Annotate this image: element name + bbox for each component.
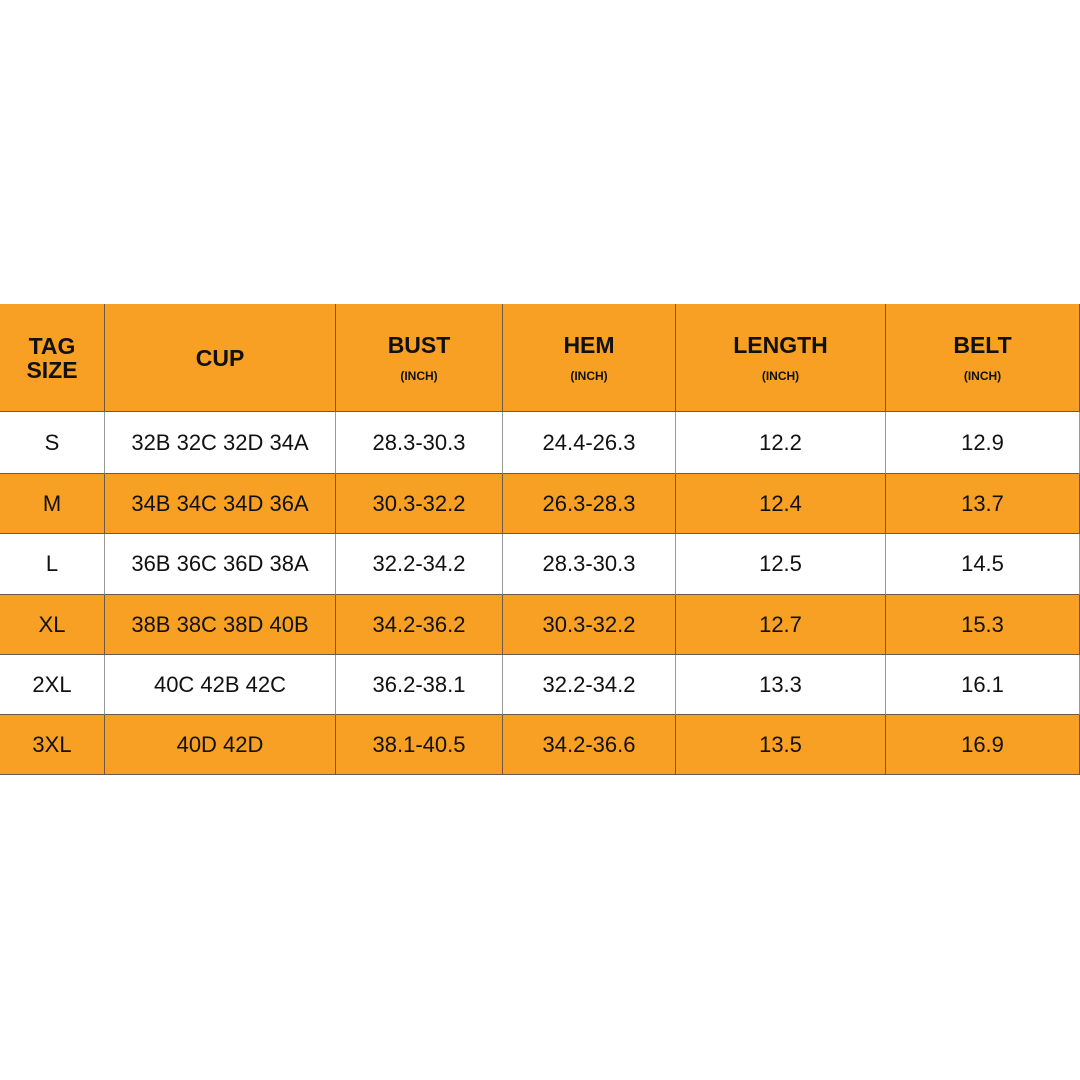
table-cell: 12.9 bbox=[886, 412, 1080, 474]
header-cell: BELT (INCH) bbox=[886, 304, 1080, 412]
column-title: LENGTH bbox=[733, 331, 828, 358]
table-cell: 3XL bbox=[0, 715, 105, 775]
header-cell: HEM (INCH) bbox=[503, 304, 676, 412]
table-cell: 30.3-32.2 bbox=[503, 595, 676, 655]
table-cell: 32.2-34.2 bbox=[503, 655, 676, 715]
table-cell: S bbox=[0, 412, 105, 474]
table-cell: 12.4 bbox=[676, 474, 886, 534]
table-cell: 14.5 bbox=[886, 534, 1080, 595]
table-cell: 13.3 bbox=[676, 655, 886, 715]
column-title: HEM bbox=[563, 331, 615, 358]
column-title: BELT bbox=[953, 331, 1012, 358]
table-cell: 28.3-30.3 bbox=[336, 412, 503, 474]
column-unit: (INCH) bbox=[761, 368, 800, 383]
header-cell: BUST (INCH) bbox=[336, 304, 503, 412]
table-cell: 13.5 bbox=[676, 715, 886, 775]
table-cell: 12.7 bbox=[676, 595, 886, 655]
table-cell: 34.2-36.2 bbox=[336, 595, 503, 655]
table-cell: 24.4-26.3 bbox=[503, 412, 676, 474]
column-title: CUP bbox=[195, 344, 245, 371]
header-cell: CUP bbox=[105, 304, 336, 412]
size-table: TAG SIZE CUP BUST (INCH) HEM (INCH) LENGTH (INC… bbox=[0, 304, 1080, 775]
table-cell: 38.1-40.5 bbox=[336, 715, 503, 775]
table-cell: 12.2 bbox=[676, 412, 886, 474]
table-cell: 32.2-34.2 bbox=[336, 534, 503, 595]
table-cell: 38B 38C 38D 40B bbox=[105, 595, 336, 655]
table-cell: 13.7 bbox=[886, 474, 1080, 534]
table-cell: 40D 42D bbox=[105, 715, 336, 775]
header-cell: TAG SIZE bbox=[0, 304, 105, 412]
table-cell: 28.3-30.3 bbox=[503, 534, 676, 595]
table-cell: 2XL bbox=[0, 655, 105, 715]
table-cell: 26.3-28.3 bbox=[503, 474, 676, 534]
table-cell: 34B 34C 34D 36A bbox=[105, 474, 336, 534]
table-cell: 30.3-32.2 bbox=[336, 474, 503, 534]
table-cell: 34.2-36.6 bbox=[503, 715, 676, 775]
table-cell: XL bbox=[0, 595, 105, 655]
table-cell: 15.3 bbox=[886, 595, 1080, 655]
table-cell: 32B 32C 32D 34A bbox=[105, 412, 336, 474]
header-cell: LENGTH (INCH) bbox=[676, 304, 886, 412]
table-cell: 16.9 bbox=[886, 715, 1080, 775]
table-cell: 36.2-38.1 bbox=[336, 655, 503, 715]
column-title: BUST bbox=[387, 331, 451, 358]
column-unit: (INCH) bbox=[400, 368, 438, 383]
column-unit: (INCH) bbox=[570, 368, 608, 383]
table-cell: L bbox=[0, 534, 105, 595]
table-cell: M bbox=[0, 474, 105, 534]
table-cell: 12.5 bbox=[676, 534, 886, 595]
table-cell: 16.1 bbox=[886, 655, 1080, 715]
table-cell: 40C 42B 42C bbox=[105, 655, 336, 715]
column-unit: (INCH) bbox=[963, 368, 1002, 383]
column-title: TAG SIZE bbox=[26, 332, 78, 383]
table-cell: 36B 36C 36D 38A bbox=[105, 534, 336, 595]
